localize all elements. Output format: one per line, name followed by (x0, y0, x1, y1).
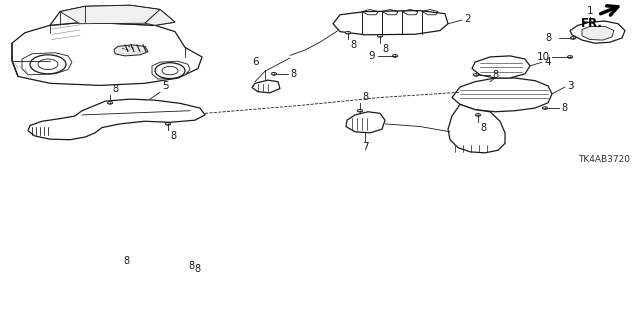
Circle shape (570, 36, 575, 39)
Circle shape (108, 101, 113, 104)
Polygon shape (50, 5, 175, 25)
Text: 8: 8 (561, 103, 567, 113)
Text: 6: 6 (253, 58, 259, 68)
Circle shape (177, 269, 182, 272)
Text: TK4AB3720: TK4AB3720 (578, 156, 630, 164)
Circle shape (155, 63, 185, 78)
Text: 10: 10 (537, 52, 550, 62)
Circle shape (378, 35, 383, 37)
Text: 8: 8 (382, 44, 388, 54)
Text: 8: 8 (492, 70, 498, 80)
Circle shape (147, 260, 152, 262)
Circle shape (166, 123, 170, 125)
Text: 8: 8 (545, 33, 551, 43)
Text: 8: 8 (480, 124, 486, 133)
Text: 8: 8 (290, 69, 296, 79)
Text: 8: 8 (350, 40, 356, 50)
Circle shape (476, 114, 481, 116)
Text: 8: 8 (194, 264, 200, 274)
Circle shape (30, 55, 66, 74)
Circle shape (543, 107, 547, 109)
Polygon shape (60, 5, 160, 24)
Polygon shape (452, 78, 552, 112)
Polygon shape (252, 80, 280, 93)
Circle shape (346, 31, 351, 34)
Text: 8: 8 (362, 92, 368, 102)
Polygon shape (472, 56, 530, 78)
Text: 2: 2 (464, 14, 470, 24)
Circle shape (568, 56, 573, 58)
Text: 8: 8 (170, 131, 176, 141)
Circle shape (474, 74, 479, 76)
Text: 4: 4 (544, 57, 550, 67)
Polygon shape (582, 26, 614, 40)
Polygon shape (22, 53, 72, 75)
Text: 8: 8 (188, 261, 194, 271)
Circle shape (358, 109, 362, 112)
Text: 9: 9 (369, 51, 375, 61)
Text: 5: 5 (162, 81, 168, 91)
Polygon shape (145, 10, 175, 25)
Polygon shape (12, 22, 202, 85)
Text: 8: 8 (112, 84, 118, 94)
Circle shape (175, 268, 180, 270)
Text: 3: 3 (567, 81, 573, 91)
Polygon shape (28, 99, 205, 140)
Text: 1: 1 (587, 6, 593, 16)
Text: 7: 7 (362, 142, 368, 152)
Circle shape (166, 265, 170, 268)
Circle shape (392, 55, 397, 57)
Circle shape (271, 73, 276, 75)
Polygon shape (152, 61, 190, 79)
Polygon shape (114, 45, 148, 56)
Text: 8: 8 (124, 256, 130, 266)
Circle shape (38, 59, 58, 69)
Polygon shape (333, 11, 448, 35)
Polygon shape (346, 112, 385, 133)
Circle shape (162, 67, 178, 75)
Polygon shape (448, 104, 505, 153)
Text: FR.: FR. (581, 17, 603, 30)
Polygon shape (570, 21, 625, 43)
